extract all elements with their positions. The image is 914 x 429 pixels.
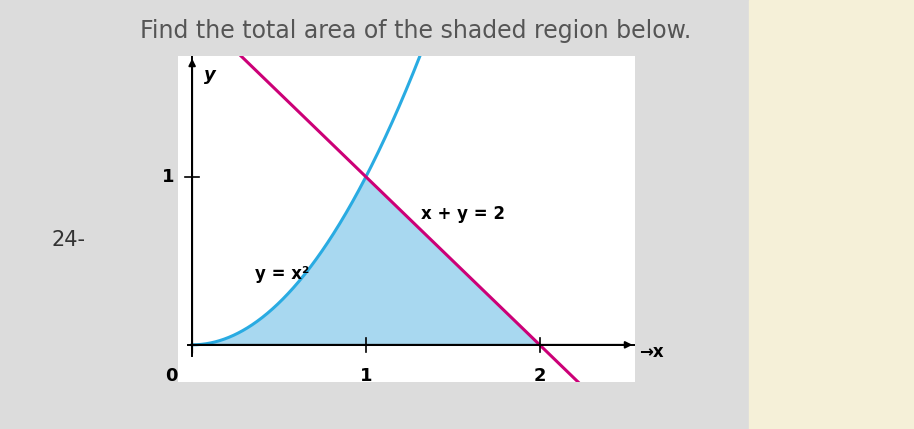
Text: y = x²: y = x² — [255, 265, 309, 283]
Text: y: y — [205, 66, 216, 84]
Text: 1: 1 — [359, 367, 372, 385]
Text: 2: 2 — [534, 367, 546, 385]
Text: 0: 0 — [165, 367, 177, 385]
Text: 24-: 24- — [51, 230, 86, 250]
Text: →x: →x — [639, 343, 664, 360]
Text: Find the total area of the shaded region below.: Find the total area of the shaded region… — [140, 19, 692, 43]
Text: x + y = 2: x + y = 2 — [421, 205, 505, 223]
Text: 1: 1 — [163, 168, 175, 186]
